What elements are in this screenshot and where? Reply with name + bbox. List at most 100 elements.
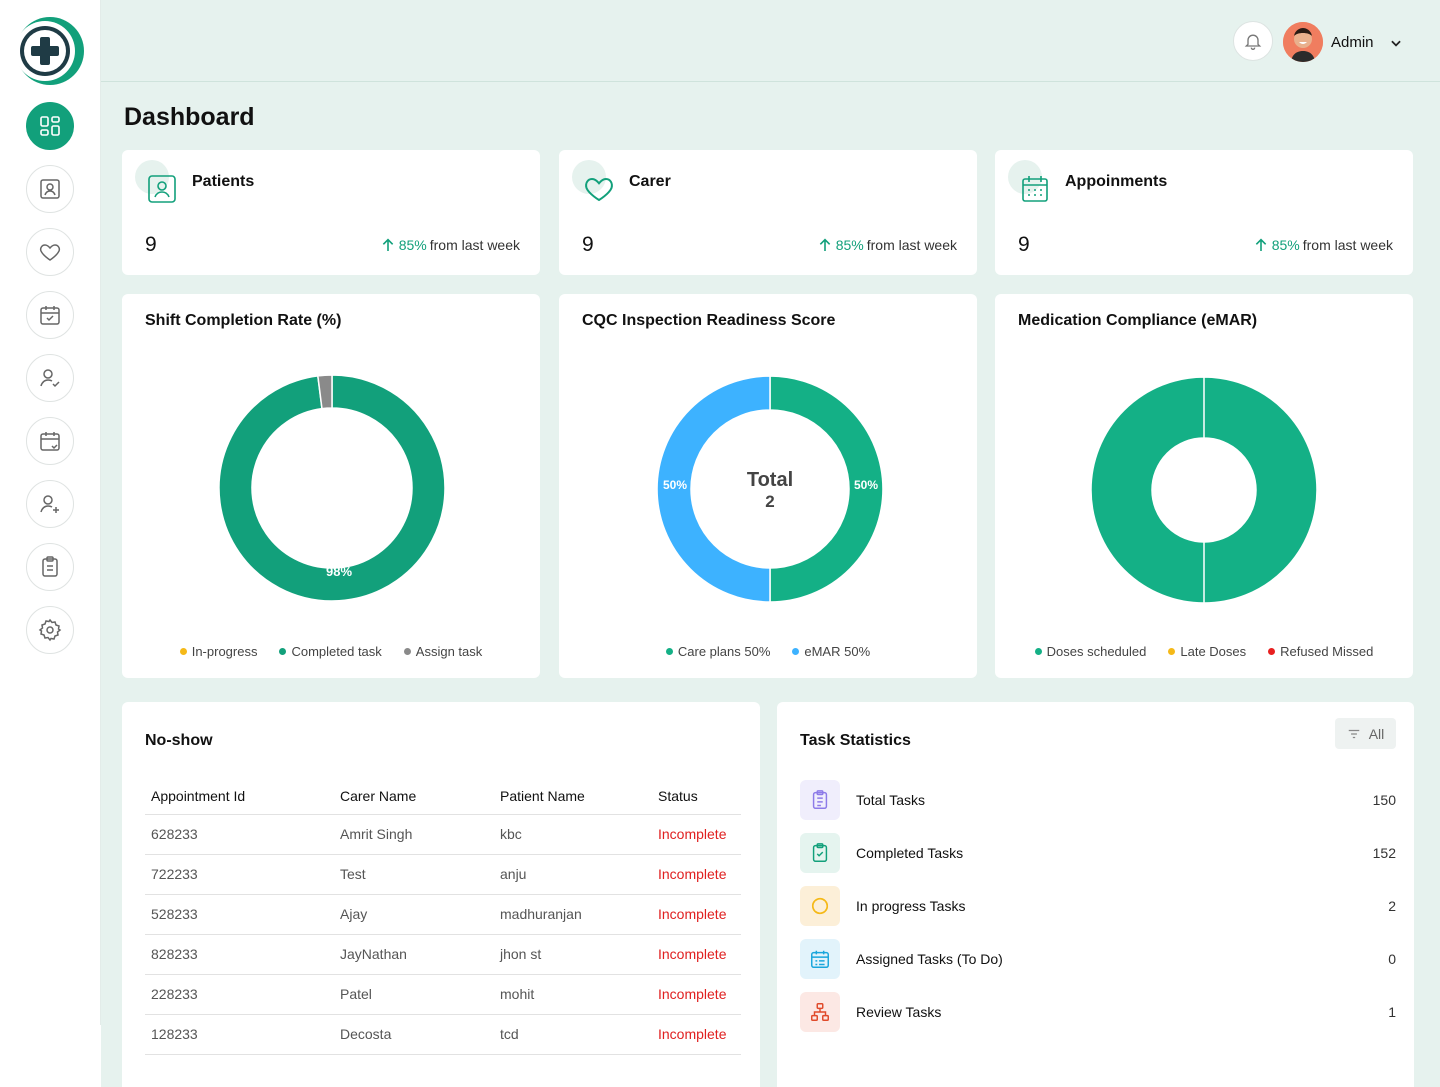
stat-trend: 85% from last week <box>380 237 520 253</box>
table-row[interactable]: 722233 Test anju Incomplete <box>145 854 741 895</box>
legend-item[interactable]: In-progress <box>179 644 258 659</box>
data-label: 98% <box>326 564 352 579</box>
user-card-icon <box>40 179 60 199</box>
arrow-up-icon <box>819 238 830 251</box>
trend-text: from last week <box>429 237 520 253</box>
calendar-check-icon <box>40 306 60 325</box>
stat-label: Patients <box>192 173 255 190</box>
chevron-down-icon[interactable] <box>1389 36 1403 55</box>
stat-trend: 85% from last week <box>817 237 957 253</box>
chart-title: CQC Inspection Readiness Score <box>582 312 836 329</box>
task-row[interactable]: Total Tasks 150 <box>800 780 1396 820</box>
trend-text: from last week <box>1302 237 1393 253</box>
data-label-care-plans: 50% <box>854 478 878 492</box>
table-cell: tcd <box>494 1014 652 1055</box>
legend-item[interactable]: Refused Missed <box>1268 644 1373 659</box>
legend-label: Late Doses <box>1180 644 1247 659</box>
chart-legend: Doses scheduled Late Doses Refused Misse… <box>995 644 1413 659</box>
legend-item[interactable]: Care plans 50% <box>665 644 770 659</box>
section-title: Task Statistics <box>800 732 911 749</box>
icon-backdrop <box>1008 160 1042 194</box>
column-header[interactable]: Patient Name <box>494 778 652 815</box>
stat-card-carer[interactable]: Carer 9 85% from last week <box>559 150 977 275</box>
nav-user-verified[interactable] <box>26 354 74 402</box>
table-row[interactable]: 128233 Decosta tcd Incomplete <box>145 1014 741 1055</box>
trend-percent: 85% <box>835 237 864 253</box>
column-header[interactable]: Carer Name <box>334 778 494 815</box>
column-header[interactable]: Appointment Id <box>145 778 334 815</box>
page-title: Dashboard <box>124 103 255 131</box>
task-row[interactable]: Assigned Tasks (To Do) 0 <box>800 939 1396 979</box>
nav-appointments[interactable] <box>26 417 74 465</box>
avatar[interactable] <box>1283 22 1323 62</box>
noshow-table: Appointment Id Carer Name Patient Name S… <box>145 778 741 1055</box>
chart-legend: Care plans 50% eMAR 50% <box>559 644 977 659</box>
table-cell: mohit <box>494 974 652 1015</box>
task-row[interactable]: In progress Tasks 2 <box>800 886 1396 926</box>
filter-button[interactable]: All <box>1335 718 1396 749</box>
legend-item[interactable]: Assign task <box>403 644 483 659</box>
section-title: No-show <box>145 732 213 749</box>
legend-label: In-progress <box>191 644 258 659</box>
donut-slice-completed-task[interactable] <box>218 374 446 602</box>
trend-percent: 85% <box>1271 237 1300 253</box>
data-label-emar: 50% <box>663 478 687 492</box>
table-row[interactable]: 228233 Patel mohit Incomplete <box>145 974 741 1015</box>
task-label: In progress Tasks <box>856 898 966 914</box>
task-count: 0 <box>1388 951 1396 967</box>
table-row[interactable]: 528233 Ajay madhuranjan Incomplete <box>145 894 741 935</box>
notification-button[interactable] <box>1233 21 1273 61</box>
clipboard-check-icon <box>800 833 840 873</box>
task-count: 152 <box>1372 845 1396 861</box>
sidebar-footer <box>0 1025 101 1087</box>
table-cell: Decosta <box>334 1014 494 1055</box>
chart-card-shift: Shift Completion Rate (%) 98% In-progres… <box>122 294 540 678</box>
nav-carer[interactable] <box>26 228 74 276</box>
legend-label: Assign task <box>415 644 483 659</box>
legend-item[interactable]: eMAR 50% <box>792 644 870 659</box>
task-label: Review Tasks <box>856 1004 942 1020</box>
table-cell: Patel <box>334 974 494 1015</box>
calendar-list-icon <box>800 939 840 979</box>
top-bar: Admin <box>101 0 1440 82</box>
stat-card-appointments[interactable]: Appoinments 9 85% from last week <box>995 150 1413 275</box>
logo-icon[interactable] <box>14 15 86 87</box>
bell-icon <box>1244 34 1262 50</box>
sidebar <box>0 0 101 1025</box>
nav-add-user[interactable] <box>26 480 74 528</box>
chart-legend: In-progress Completed task Assign task <box>122 644 540 659</box>
stat-card-patients[interactable]: Patients 9 85% from last week <box>122 150 540 275</box>
heart-icon <box>585 177 613 202</box>
table-row[interactable]: 828233 JayNathan jhon st Incomplete <box>145 934 741 975</box>
table-row[interactable]: 628233 Amrit Singh kbc Incomplete <box>145 814 741 855</box>
table-cell: 828233 <box>145 934 334 975</box>
donut-slice-care-plans[interactable] <box>769 375 884 603</box>
task-row[interactable]: Completed Tasks 152 <box>800 833 1396 873</box>
status-badge: Incomplete <box>652 974 741 1015</box>
column-header[interactable]: Status <box>652 778 741 815</box>
user-name[interactable]: Admin <box>1331 34 1374 51</box>
donut-slice-emar[interactable] <box>656 375 771 603</box>
donut-slice-doses-scheduled[interactable] <box>1090 376 1318 604</box>
legend-item[interactable]: Completed task <box>279 644 382 659</box>
nav-tasks[interactable] <box>26 543 74 591</box>
task-row[interactable]: Review Tasks 1 <box>800 992 1396 1032</box>
legend-item[interactable]: Late Doses <box>1168 644 1246 659</box>
legend-item[interactable]: Doses scheduled <box>1034 644 1147 659</box>
calendar-icon <box>40 432 60 451</box>
nav-dashboard[interactable] <box>26 102 74 150</box>
table-cell: Amrit Singh <box>334 814 494 855</box>
chart-title: Medication Compliance (eMAR) <box>1018 312 1258 329</box>
legend-label: Doses scheduled <box>1046 644 1147 659</box>
center-value: 2 <box>765 492 774 511</box>
donut-slice-assign-task[interactable] <box>316 374 333 410</box>
legend-label: Refused Missed <box>1280 644 1374 659</box>
nav-settings[interactable] <box>26 606 74 654</box>
hierarchy-icon <box>800 992 840 1032</box>
table-header-row: Appointment Id Carer Name Patient Name S… <box>145 778 741 815</box>
center-title: Total <box>747 469 793 491</box>
nav-patients[interactable] <box>26 165 74 213</box>
trend-percent: 85% <box>398 237 427 253</box>
nav-schedule[interactable] <box>26 291 74 339</box>
